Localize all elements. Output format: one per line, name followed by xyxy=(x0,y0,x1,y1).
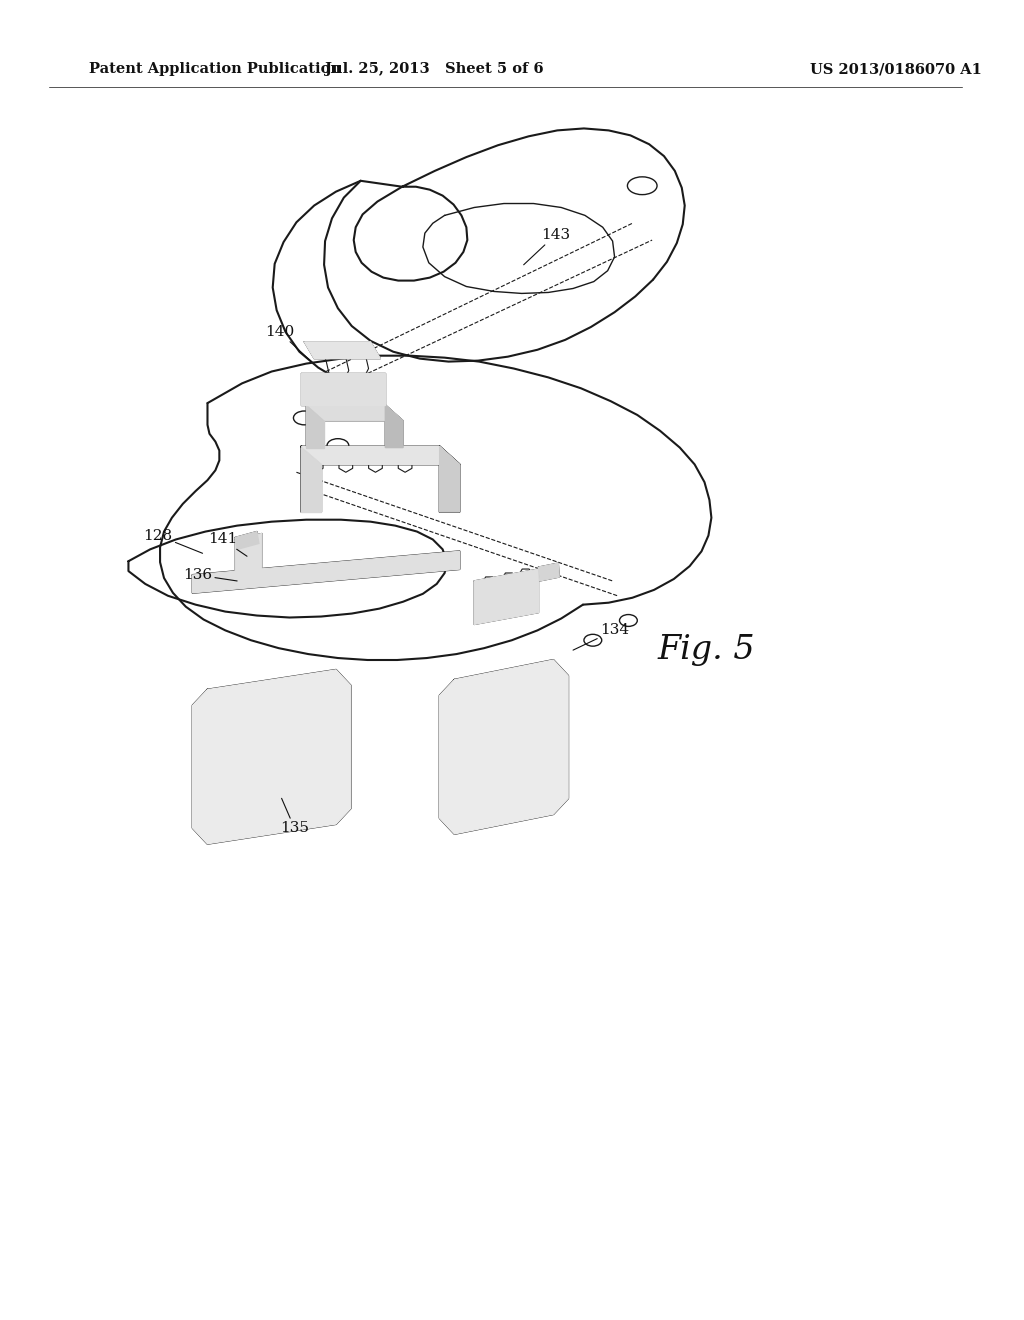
Text: 128: 128 xyxy=(143,528,203,553)
Polygon shape xyxy=(301,374,385,405)
Polygon shape xyxy=(474,569,539,624)
Text: Patent Application Publication: Patent Application Publication xyxy=(89,62,341,77)
Polygon shape xyxy=(301,446,460,465)
Polygon shape xyxy=(439,660,568,834)
Polygon shape xyxy=(301,446,322,512)
Polygon shape xyxy=(385,405,403,447)
Polygon shape xyxy=(236,533,262,585)
Text: Fig. 5: Fig. 5 xyxy=(657,634,755,667)
Polygon shape xyxy=(439,446,460,512)
Text: 135: 135 xyxy=(280,799,309,836)
Text: US 2013/0186070 A1: US 2013/0186070 A1 xyxy=(810,62,982,77)
Text: Jul. 25, 2013   Sheet 5 of 6: Jul. 25, 2013 Sheet 5 of 6 xyxy=(326,62,544,77)
Polygon shape xyxy=(193,552,460,593)
Text: 136: 136 xyxy=(183,568,238,582)
Text: 134: 134 xyxy=(573,623,629,651)
Text: 141: 141 xyxy=(208,532,247,556)
Text: 140: 140 xyxy=(265,325,311,362)
Polygon shape xyxy=(306,405,403,421)
Polygon shape xyxy=(539,564,559,581)
Text: 143: 143 xyxy=(523,228,569,265)
Polygon shape xyxy=(193,669,351,843)
Polygon shape xyxy=(236,532,259,549)
Polygon shape xyxy=(304,342,380,359)
Polygon shape xyxy=(306,405,324,447)
